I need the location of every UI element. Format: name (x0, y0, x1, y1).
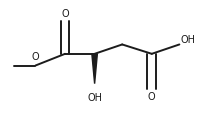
Text: O: O (148, 91, 156, 102)
Polygon shape (92, 54, 97, 84)
Text: OH: OH (87, 93, 102, 103)
Text: O: O (61, 9, 69, 19)
Text: OH: OH (180, 35, 195, 45)
Text: O: O (32, 52, 39, 62)
